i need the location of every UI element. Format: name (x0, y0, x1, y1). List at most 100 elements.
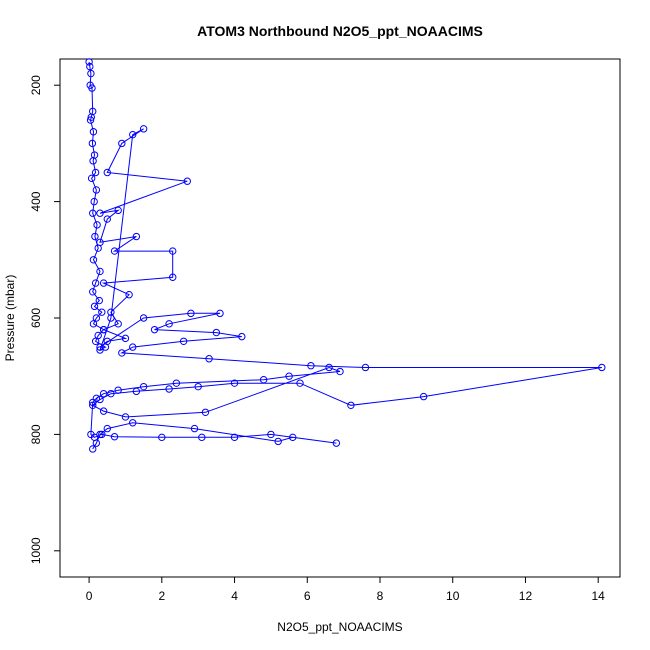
data-point (332, 439, 341, 447)
data-point (165, 385, 173, 393)
y-tick-label: 1000 (29, 537, 43, 564)
data-point (361, 363, 370, 372)
data-point (598, 363, 606, 372)
y-tick-label: 800 (29, 424, 43, 444)
data-point (347, 401, 355, 410)
x-axis-label: N2O5_ppt_NOAACIMS (277, 620, 402, 634)
data-point (183, 177, 191, 185)
data-point (114, 206, 122, 215)
data-point (89, 157, 97, 165)
data-point (230, 433, 239, 442)
data-point (129, 130, 137, 139)
data-point (99, 325, 108, 334)
data-point (91, 337, 100, 345)
y-axis: 200 400 600 800 1000 (29, 75, 61, 564)
data-point (194, 382, 202, 391)
data-point (187, 309, 195, 318)
data-point (107, 308, 115, 316)
data-point (118, 139, 126, 148)
data-point (169, 247, 177, 255)
x-tick-label: 12 (519, 589, 533, 603)
plot-area (85, 58, 606, 453)
x-tick-label: 4 (231, 589, 238, 603)
data-point (274, 437, 282, 446)
data-point (87, 113, 95, 121)
data-point (132, 387, 141, 396)
data-point (307, 362, 315, 370)
data-point (139, 314, 148, 322)
data-point (93, 221, 101, 229)
data-point (90, 302, 99, 311)
data-point (190, 424, 199, 433)
data-point (89, 209, 97, 217)
data-point (289, 433, 297, 442)
data-point (110, 247, 119, 255)
data-point (99, 389, 108, 398)
data-point (125, 291, 133, 299)
data-point (139, 125, 148, 133)
data-point (96, 395, 104, 404)
data-point (86, 62, 94, 71)
data-point (89, 401, 97, 410)
data-point (103, 215, 111, 223)
data-point (216, 309, 224, 318)
data-point (96, 238, 104, 247)
data-point (103, 337, 111, 345)
data-point (212, 328, 221, 337)
data-point (98, 308, 106, 316)
data-point (165, 320, 173, 328)
data-point (86, 116, 95, 124)
y-tick-label: 200 (29, 75, 43, 95)
data-point (89, 128, 98, 136)
data-point (99, 279, 108, 287)
data-point (88, 84, 96, 92)
data-point (96, 346, 104, 354)
data-point (87, 174, 96, 183)
data-point (107, 314, 115, 322)
data-point (91, 232, 99, 241)
data-point (132, 232, 141, 241)
data-point (92, 394, 101, 403)
data-point (129, 343, 137, 351)
data-point (158, 433, 166, 442)
data-point (89, 398, 97, 407)
x-tick-label: 14 (592, 589, 606, 603)
data-point (89, 288, 97, 296)
data-point (96, 343, 104, 351)
x-tick-label: 2 (158, 589, 165, 603)
data-point (96, 267, 104, 276)
data-point (96, 430, 104, 439)
data-point (259, 375, 268, 384)
data-point (205, 355, 213, 363)
data-point (296, 379, 304, 387)
x-tick-label: 10 (446, 589, 460, 603)
x-tick-label: 8 (377, 589, 384, 603)
data-point (114, 320, 122, 328)
data-point (96, 209, 104, 217)
data-point (336, 367, 344, 376)
data-point (285, 372, 293, 380)
data-point (89, 445, 97, 453)
data-point (95, 296, 103, 305)
y-axis-label: Pressure (mbar) (3, 275, 17, 362)
x-tick-label: 6 (304, 589, 311, 603)
data-point (90, 197, 98, 206)
data-point (238, 332, 246, 341)
data-point (121, 413, 130, 421)
y-tick-label: 400 (29, 191, 43, 211)
data-point (92, 186, 101, 194)
chart-title: ATOM3 Northbound N2O5_ppt_NOAACIMS (197, 23, 483, 39)
data-point (89, 320, 98, 328)
data-point (139, 382, 148, 391)
data-point (99, 407, 108, 415)
data-point (118, 349, 126, 357)
data-point (230, 379, 239, 387)
data-point (201, 408, 210, 416)
data-point (91, 168, 100, 177)
data-point (114, 386, 122, 394)
data-point (172, 379, 181, 387)
x-axis: 0 2 4 6 8 10 12 14 (86, 576, 606, 603)
data-point (110, 433, 119, 441)
data-point (107, 389, 115, 398)
